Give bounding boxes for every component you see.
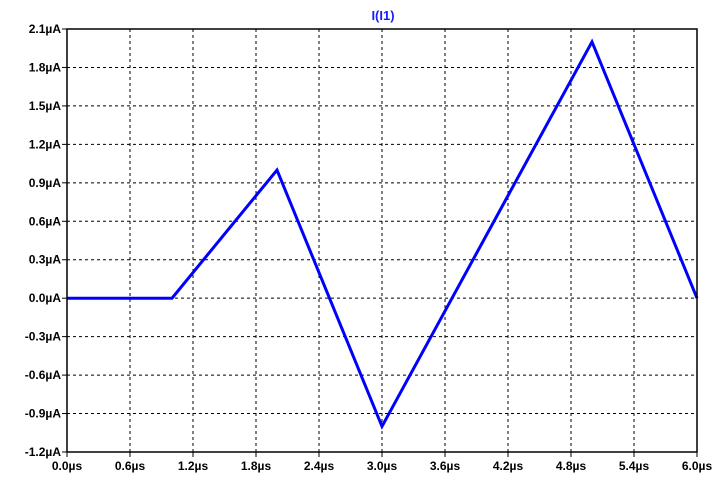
- x-tick-label: 5.4µs: [619, 459, 650, 473]
- y-tick-label: 1.2µA: [29, 137, 62, 151]
- chart-title: I(I1): [371, 8, 394, 23]
- y-tick-label: -0.6µA: [25, 368, 62, 382]
- x-tick-label: 2.4µs: [304, 459, 335, 473]
- x-tick-label: 4.2µs: [493, 459, 524, 473]
- y-tick-label: 2.1µA: [29, 22, 62, 36]
- x-tick-label: 3.6µs: [430, 459, 461, 473]
- y-tick-label: 1.5µA: [29, 99, 62, 113]
- x-tick-label: 1.2µs: [178, 459, 209, 473]
- y-tick-label: 0.6µA: [29, 214, 62, 228]
- x-tick-label: 3.0µs: [367, 459, 398, 473]
- x-tick-label: 0.0µs: [52, 459, 83, 473]
- y-tick-label: 1.8µA: [29, 60, 62, 74]
- y-tick-label: -1.2µA: [25, 445, 62, 459]
- y-tick-label: 0.9µA: [29, 176, 62, 190]
- y-tick-label: -0.9µA: [25, 407, 62, 421]
- x-tick-label: 4.8µs: [556, 459, 587, 473]
- y-tick-label: 0.3µA: [29, 253, 62, 267]
- x-tick-label: 1.8µs: [241, 459, 272, 473]
- y-tick-label: 0.0µA: [29, 291, 62, 305]
- y-tick-label: -0.3µA: [25, 330, 62, 344]
- x-tick-label: 0.6µs: [115, 459, 146, 473]
- x-tick-label: 6.0µs: [682, 459, 713, 473]
